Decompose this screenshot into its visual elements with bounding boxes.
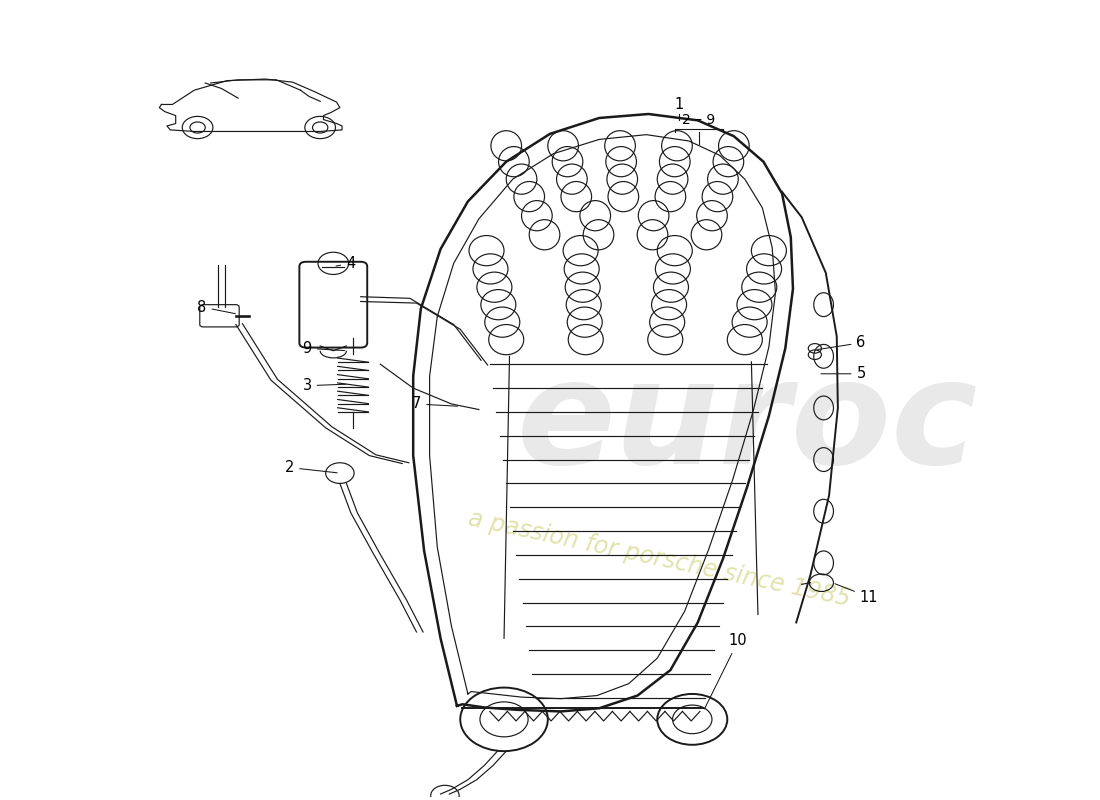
- Text: 9: 9: [302, 341, 344, 356]
- Text: 4: 4: [336, 256, 355, 271]
- Text: 5: 5: [821, 366, 866, 382]
- Text: 7: 7: [411, 397, 458, 411]
- Text: 3: 3: [302, 378, 345, 393]
- Text: 1: 1: [674, 98, 684, 112]
- Text: 2 – 9: 2 – 9: [682, 113, 715, 126]
- Text: 6: 6: [817, 335, 866, 350]
- Text: 2: 2: [285, 460, 337, 475]
- Text: a passion for porsche since 1985: a passion for porsche since 1985: [466, 506, 852, 611]
- Text: 11: 11: [835, 584, 878, 605]
- Text: euroc: euroc: [516, 354, 978, 494]
- Text: 10: 10: [704, 634, 748, 709]
- Text: 8: 8: [197, 299, 235, 314]
